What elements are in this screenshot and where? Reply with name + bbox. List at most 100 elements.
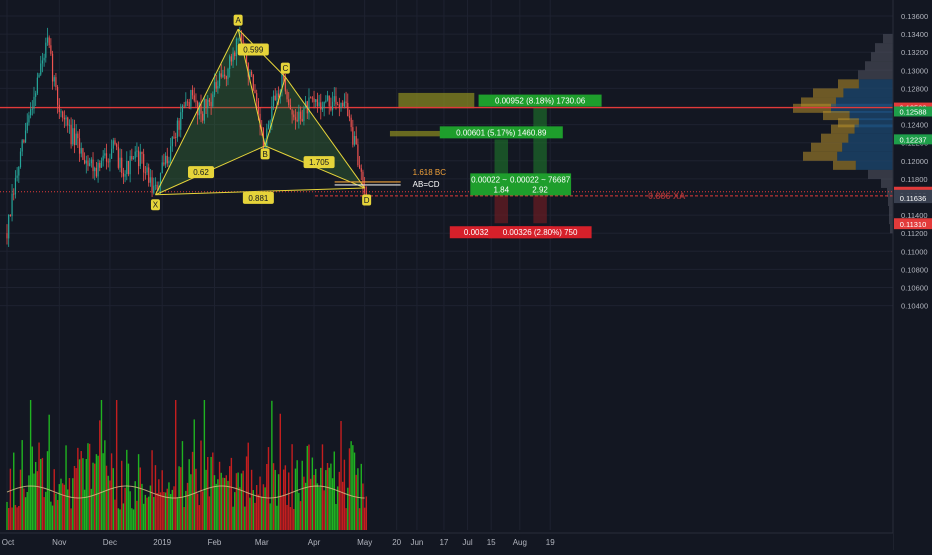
volume-bar — [169, 494, 172, 530]
volume-bar — [254, 502, 256, 530]
volume-profile-bar — [801, 97, 836, 107]
volume-bar — [43, 497, 45, 530]
volume-profile-bar — [854, 124, 893, 134]
candle-body — [110, 148, 113, 159]
volume-bar — [183, 507, 185, 530]
candle-body — [136, 150, 138, 152]
volume-bar — [365, 496, 368, 530]
candle-body — [352, 127, 354, 145]
candle-body — [75, 133, 77, 146]
candle-body — [284, 78, 286, 92]
volume-bar — [249, 497, 251, 530]
volume-profile-bar — [883, 34, 893, 44]
candle-body — [264, 147, 266, 149]
volume-bar — [218, 461, 221, 530]
volume-profile-bar — [858, 79, 893, 89]
candle-body — [188, 102, 190, 107]
candle-body — [85, 160, 87, 164]
volume-bar — [126, 449, 128, 530]
candle-body — [229, 56, 231, 70]
volume-bar — [320, 467, 322, 530]
candle-body — [107, 161, 109, 163]
loss-zone — [494, 193, 509, 224]
candle-body — [212, 94, 214, 107]
candle-body — [24, 130, 27, 143]
volume-bar — [13, 452, 15, 530]
price-tick-label: 0.12400 — [901, 121, 928, 130]
candle-body — [210, 101, 212, 107]
volume-bar — [333, 451, 335, 530]
point-label-b: B — [262, 150, 267, 159]
volume-bar — [176, 497, 179, 530]
candle-body — [193, 95, 195, 101]
candle-body — [269, 120, 271, 125]
time-tick-label: 20 — [392, 538, 401, 547]
candle-body — [242, 39, 244, 44]
volume-bar — [110, 453, 113, 530]
volume-bar — [67, 489, 69, 530]
candle-body — [129, 156, 131, 175]
volume-bar — [230, 457, 233, 530]
candle-body — [176, 120, 178, 138]
volume-bar — [325, 470, 327, 530]
candle-body — [99, 162, 101, 168]
candle-body — [326, 95, 329, 101]
price-tick-label: 0.10600 — [901, 284, 928, 293]
candle-body — [191, 89, 194, 96]
candle-body — [154, 184, 157, 186]
volume-bar — [38, 442, 40, 530]
volume-bar — [261, 496, 263, 530]
candle-body — [148, 167, 150, 183]
candles — [6, 26, 367, 247]
volume-bar — [223, 477, 226, 530]
volume-bar — [9, 468, 12, 530]
candle-body — [348, 116, 351, 118]
candle-body — [335, 96, 337, 105]
volume-bar — [201, 491, 204, 530]
volume-bar — [266, 463, 268, 530]
volume-bar — [288, 472, 290, 530]
volume-bar — [78, 459, 81, 530]
volume-profile-bar — [889, 215, 893, 225]
candle-body — [178, 120, 180, 130]
candle-body — [338, 104, 340, 108]
pattern-line-xd — [155, 187, 365, 196]
candle-body — [102, 155, 104, 161]
candle-body — [289, 105, 292, 110]
volume-bar — [306, 445, 308, 530]
volume-bar — [294, 468, 297, 530]
volume-bar — [350, 441, 352, 530]
candle-body — [274, 95, 276, 100]
ratio-label-bg — [237, 43, 269, 56]
candle-body — [116, 144, 118, 147]
volume-bar — [63, 484, 66, 530]
price-axis: 0.13600 0.13400 0.13200 0.13000 0.12800 0.124… — [892, 0, 932, 550]
pattern-leg-xa — [155, 28, 239, 195]
volume-bar — [18, 505, 20, 530]
volume-bar — [132, 509, 135, 530]
candle-body — [119, 157, 121, 168]
volume-bar — [363, 507, 366, 530]
candle-body — [272, 95, 275, 107]
candle-body — [151, 177, 153, 193]
candle-body — [161, 162, 163, 174]
volume-bar — [19, 469, 22, 530]
candle-body — [220, 73, 222, 77]
candle-body — [67, 117, 69, 126]
volume-bar — [158, 479, 160, 530]
target-label: 0.00952 (8.18%) 1730.06 — [495, 97, 586, 106]
volume-bar — [109, 480, 111, 530]
candle-body — [240, 33, 243, 40]
candle-body — [227, 69, 229, 79]
volume-bar — [345, 508, 347, 530]
candle-body — [168, 160, 170, 164]
volume-bar — [279, 413, 281, 530]
price-tag-bg — [894, 219, 932, 230]
volume-bar — [85, 458, 87, 530]
volume-bar — [311, 457, 314, 530]
volume-bar — [87, 443, 89, 530]
price-tick-label: 0.13600 — [901, 12, 928, 21]
candle-body — [350, 117, 352, 128]
